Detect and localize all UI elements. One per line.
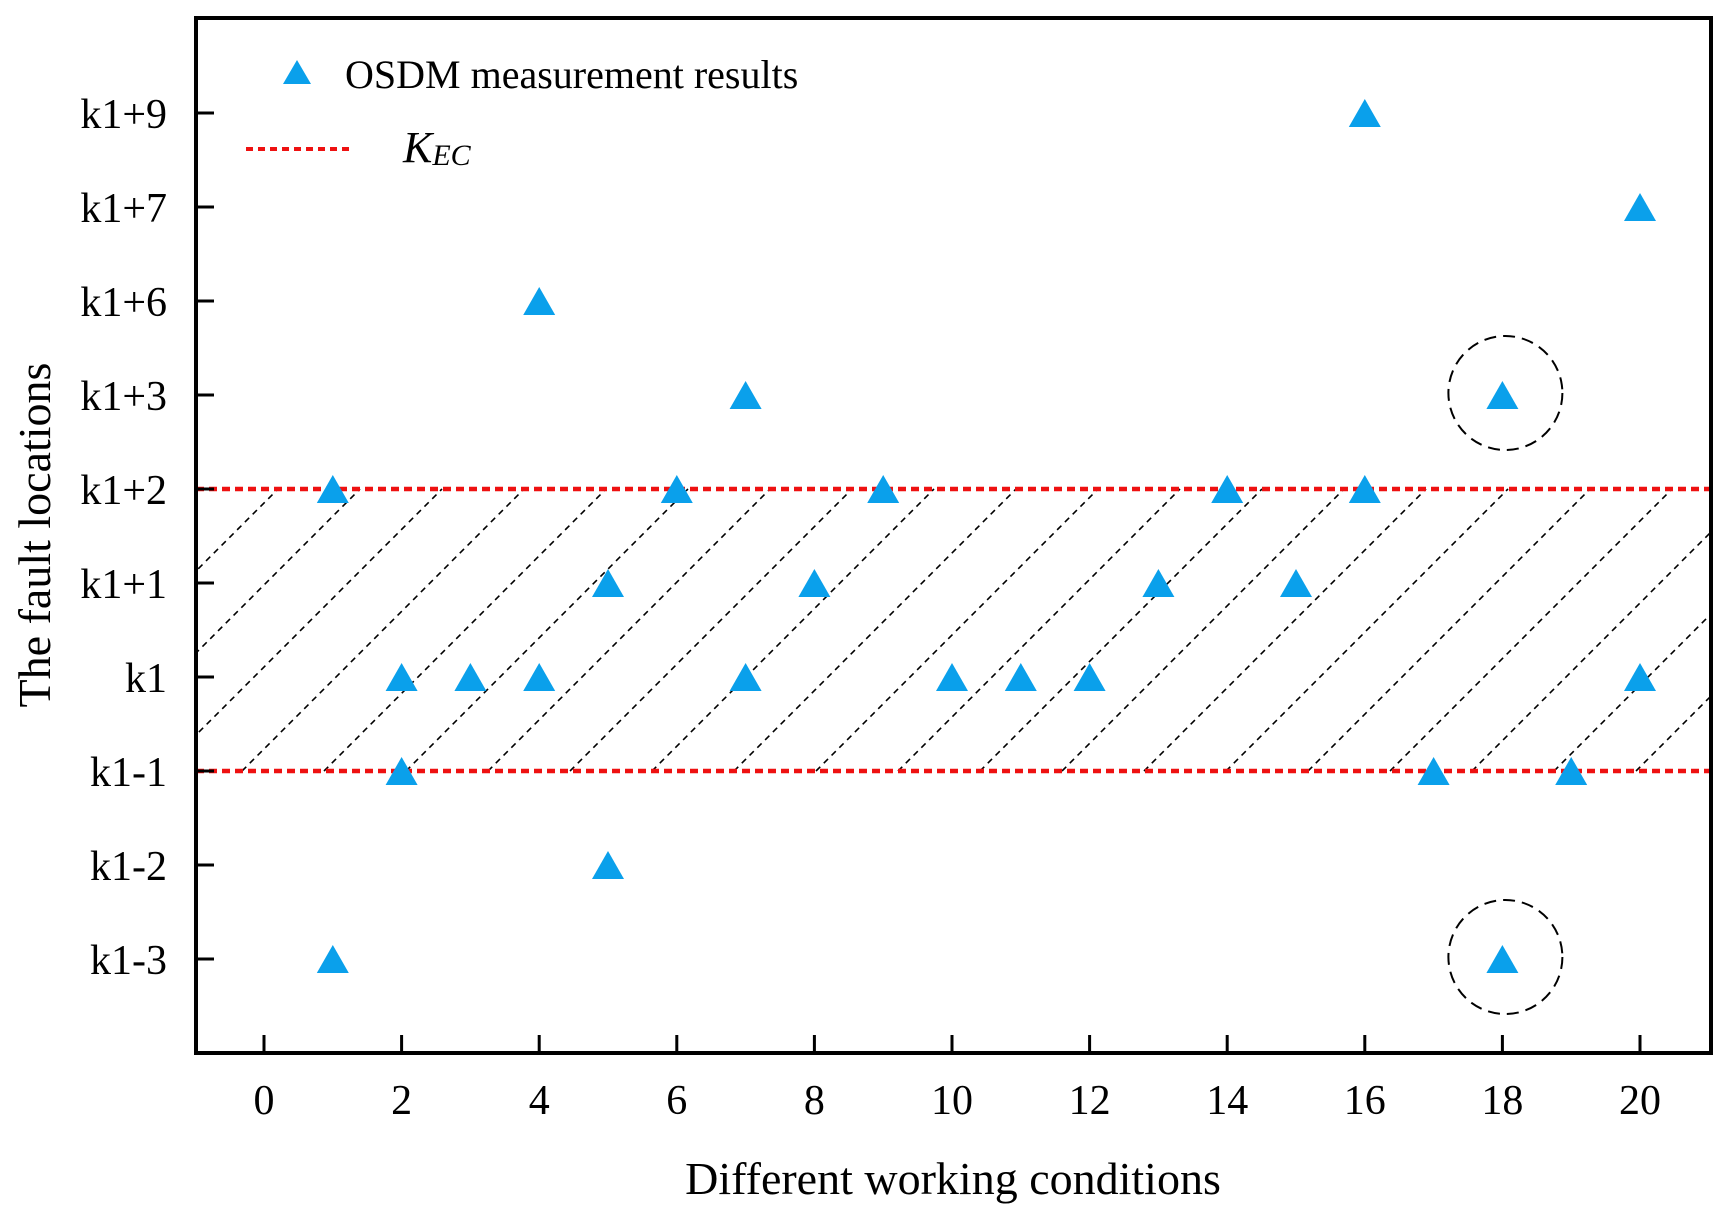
y-tick-label: k1-1 [90, 750, 167, 796]
data-point-triangle [523, 287, 556, 315]
data-point-triangle [1624, 193, 1656, 221]
legend-label-osdm: OSDM measurement results [345, 52, 798, 97]
legend: OSDM measurement results KEC [246, 52, 798, 172]
data-point-triangle [1417, 757, 1450, 785]
data-point-triangle [316, 475, 349, 503]
hatch-line [196, 488, 443, 737]
hatch-line [241, 488, 525, 772]
hatch-line [651, 488, 935, 772]
y-tick-label: k1+1 [80, 562, 167, 608]
data-point-triangle [729, 663, 762, 691]
hatch-line [196, 488, 361, 655]
x-tick-label: 20 [1619, 1078, 1661, 1124]
x-tick-label: 6 [666, 1078, 687, 1124]
x-tick-label: 2 [391, 1078, 412, 1124]
hatched-band [196, 488, 1711, 772]
x-tick-label: 4 [529, 1078, 550, 1124]
hatch-line [1307, 488, 1591, 772]
x-tick-label: 16 [1344, 1078, 1386, 1124]
legend-label-kec-sub: EC [431, 139, 471, 172]
y-axis: k1-3 k1-2 k1-1 k1 k1+1 k1+2 k1+3 k1+6 k1+7 k1+9 [80, 92, 214, 984]
y-tick-label: k1+6 [80, 280, 167, 326]
data-point-triangle [1004, 663, 1037, 691]
data-point-triangle [385, 757, 418, 785]
hatch-line [1225, 488, 1509, 772]
data-point-triangle [385, 663, 418, 691]
hatch-line [979, 488, 1263, 772]
hatch-line [897, 488, 1181, 772]
x-tick-label: 14 [1206, 1078, 1248, 1124]
data-point-triangle [592, 569, 624, 597]
legend-label-kec: KEC [402, 123, 472, 172]
data-point-triangle [1142, 569, 1175, 597]
highlight-circle [1447, 335, 1564, 451]
data-point-triangle [1486, 945, 1519, 973]
hatch-line [323, 488, 607, 772]
hatch-line [1553, 612, 1711, 772]
hatch-line [1389, 488, 1673, 772]
data-point-triangle [592, 851, 624, 879]
legend-label-kec-main: K [402, 123, 435, 172]
x-axis: 0 2 4 6 8 10 12 14 16 18 20 [254, 1035, 1661, 1124]
data-point-triangle [936, 663, 968, 691]
y-tick-label: k1-2 [90, 844, 167, 890]
data-point-triangle [660, 475, 693, 503]
data-point-triangle [1348, 99, 1381, 127]
data-point-triangle [1211, 475, 1244, 503]
data-point-triangle [729, 381, 762, 409]
hatch-line [569, 488, 853, 772]
hatch-line [733, 488, 1017, 772]
data-point-triangle [1073, 663, 1106, 691]
x-tick-label: 8 [804, 1078, 825, 1124]
highlight-circles [1447, 335, 1564, 1015]
x-tick-label: 18 [1481, 1078, 1523, 1124]
hatch-line [1471, 530, 1711, 772]
data-point-triangle [1486, 381, 1519, 409]
data-point-triangle [454, 663, 487, 691]
y-tick-label: k1 [125, 656, 167, 702]
hatch-line [405, 488, 689, 772]
data-point-triangle [1624, 663, 1656, 691]
y-tick-label: k1+3 [80, 374, 167, 420]
data-point-triangle [523, 663, 556, 691]
data-point-triangle [1348, 475, 1381, 503]
y-tick-label: k1-3 [90, 938, 167, 984]
y-axis-label: The fault locations [9, 363, 60, 708]
highlight-circle [1447, 899, 1564, 1015]
data-point-triangle [867, 475, 900, 503]
x-tick-label: 12 [1069, 1078, 1111, 1124]
data-point-triangle [1555, 757, 1588, 785]
reference-lines [196, 486, 1711, 774]
x-axis-label: Different working conditions [685, 1153, 1221, 1204]
hatch-line [815, 488, 1099, 772]
hatch-line [1635, 694, 1711, 772]
data-point-triangle [798, 569, 831, 597]
x-tick-label: 0 [254, 1078, 275, 1124]
data-point-triangle [1280, 569, 1312, 597]
hatch-line [1061, 488, 1345, 772]
data-point-triangle [316, 945, 349, 973]
hatch-line [196, 488, 279, 573]
hatch-line [487, 488, 771, 772]
y-tick-label: k1+7 [80, 186, 167, 232]
x-tick-label: 10 [931, 1078, 973, 1124]
legend-triangle-marker [283, 60, 311, 84]
y-tick-label: k1+2 [80, 468, 167, 514]
y-tick-label: k1+9 [80, 92, 167, 138]
hatch-line [1143, 488, 1427, 772]
data-markers [316, 99, 1656, 973]
